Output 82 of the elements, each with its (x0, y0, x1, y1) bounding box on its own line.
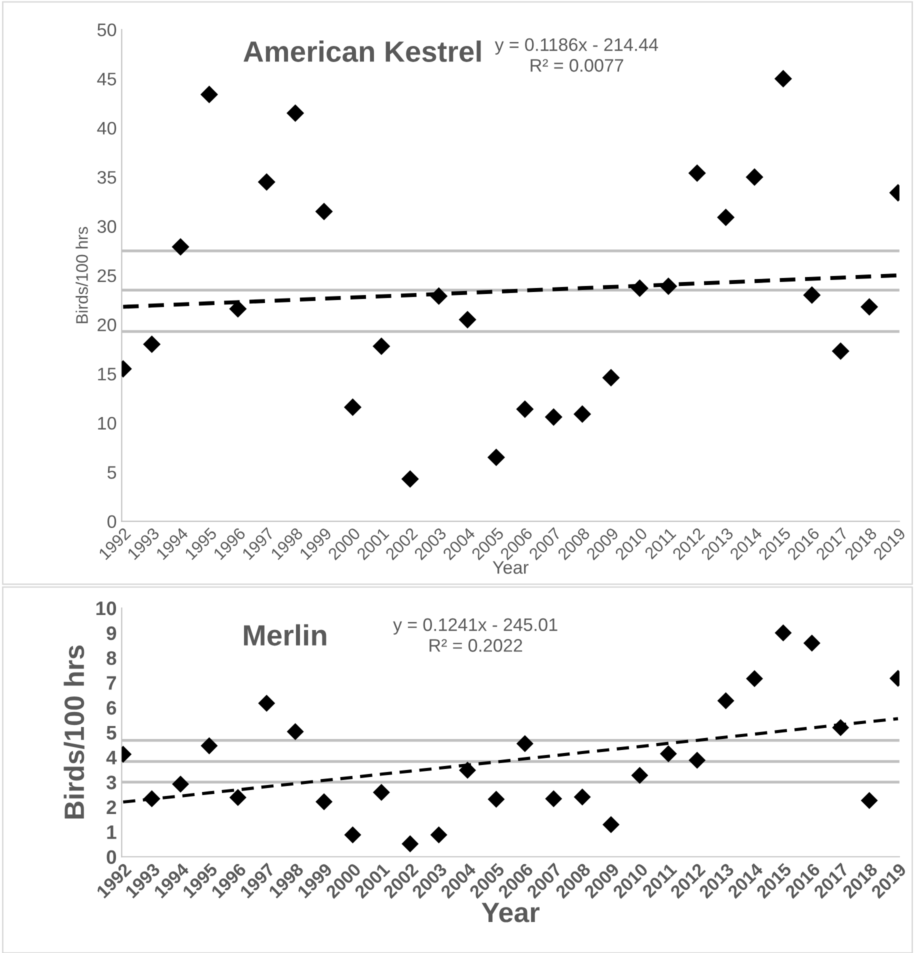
y-tick-label: 50 (97, 23, 116, 36)
y-tick-label: 25 (98, 269, 116, 282)
point (488, 790, 505, 808)
point (172, 238, 190, 256)
y-tick-label: 9 (106, 626, 116, 640)
point (688, 164, 706, 182)
point (717, 692, 734, 710)
point (430, 826, 448, 844)
y-tick-label: 5 (106, 726, 116, 740)
y-axis-title: Birds/100 hrs (76, 226, 88, 324)
point (803, 634, 820, 652)
y-tick-label: 0 (106, 850, 116, 864)
point (516, 735, 534, 752)
point (774, 624, 792, 642)
point (315, 202, 333, 220)
point (402, 835, 419, 852)
point (344, 398, 362, 416)
point (143, 790, 160, 808)
point (487, 448, 506, 466)
point (803, 286, 821, 304)
y-tick-label: 1 (107, 826, 116, 839)
y-tick-label: 5 (108, 466, 116, 479)
point (372, 337, 390, 356)
point (172, 776, 190, 793)
point (774, 70, 792, 88)
point (258, 173, 276, 191)
y-tick-label: 20 (98, 318, 116, 332)
point (860, 298, 878, 316)
chart-title: Merlin (244, 624, 326, 646)
point (229, 789, 246, 806)
annotation: y = 0.1241x - 245.01 R² = 0.2022 (393, 618, 558, 652)
point (631, 766, 648, 784)
point (372, 784, 390, 801)
point (832, 719, 850, 736)
x-axis-title: Year (482, 902, 540, 922)
y-tick-label: 10 (96, 601, 116, 616)
point (286, 723, 304, 740)
point (574, 405, 592, 423)
point (545, 790, 562, 808)
y-tick-label: 15 (98, 368, 116, 380)
point (602, 368, 620, 386)
point (143, 335, 161, 354)
point (401, 470, 419, 488)
y-tick-label: 45 (97, 72, 116, 86)
y-tick-label: 40 (97, 122, 116, 135)
point (459, 762, 476, 779)
point (746, 670, 764, 688)
point (630, 279, 648, 297)
point (574, 788, 591, 806)
y-tick-label: 2 (106, 800, 116, 814)
y-tick-label: 0 (108, 515, 116, 528)
point (200, 737, 218, 754)
y-tick-label: 4 (106, 750, 117, 764)
point (516, 400, 534, 418)
y-tick-label: 35 (97, 171, 116, 184)
point (660, 745, 677, 762)
point (200, 86, 218, 104)
y-tick-label: 8 (106, 651, 116, 665)
chart-title: American Kestrel (244, 40, 481, 62)
y-tick-label: 6 (106, 700, 116, 715)
point (286, 104, 304, 122)
point (746, 168, 764, 186)
point (458, 310, 476, 328)
y-tick-label: 3 (106, 776, 116, 790)
y-tick-label: 7 (106, 676, 116, 690)
point (258, 694, 276, 712)
y-axis-title: Birds/100 hrs (64, 646, 84, 819)
point (860, 792, 878, 810)
x-axis-title: Year (492, 561, 529, 574)
point (660, 277, 678, 296)
point (544, 408, 562, 426)
point (832, 342, 850, 360)
point (717, 208, 735, 226)
point (602, 816, 620, 834)
y-tick-label: 10 (98, 416, 116, 430)
point (688, 752, 706, 769)
point (344, 826, 362, 844)
point (430, 287, 448, 305)
point (229, 300, 247, 318)
point (316, 793, 333, 810)
y-tick-label: 30 (97, 220, 116, 233)
annotation: y = 0.1186x - 214.44 R² = 0.0077 (494, 38, 658, 72)
